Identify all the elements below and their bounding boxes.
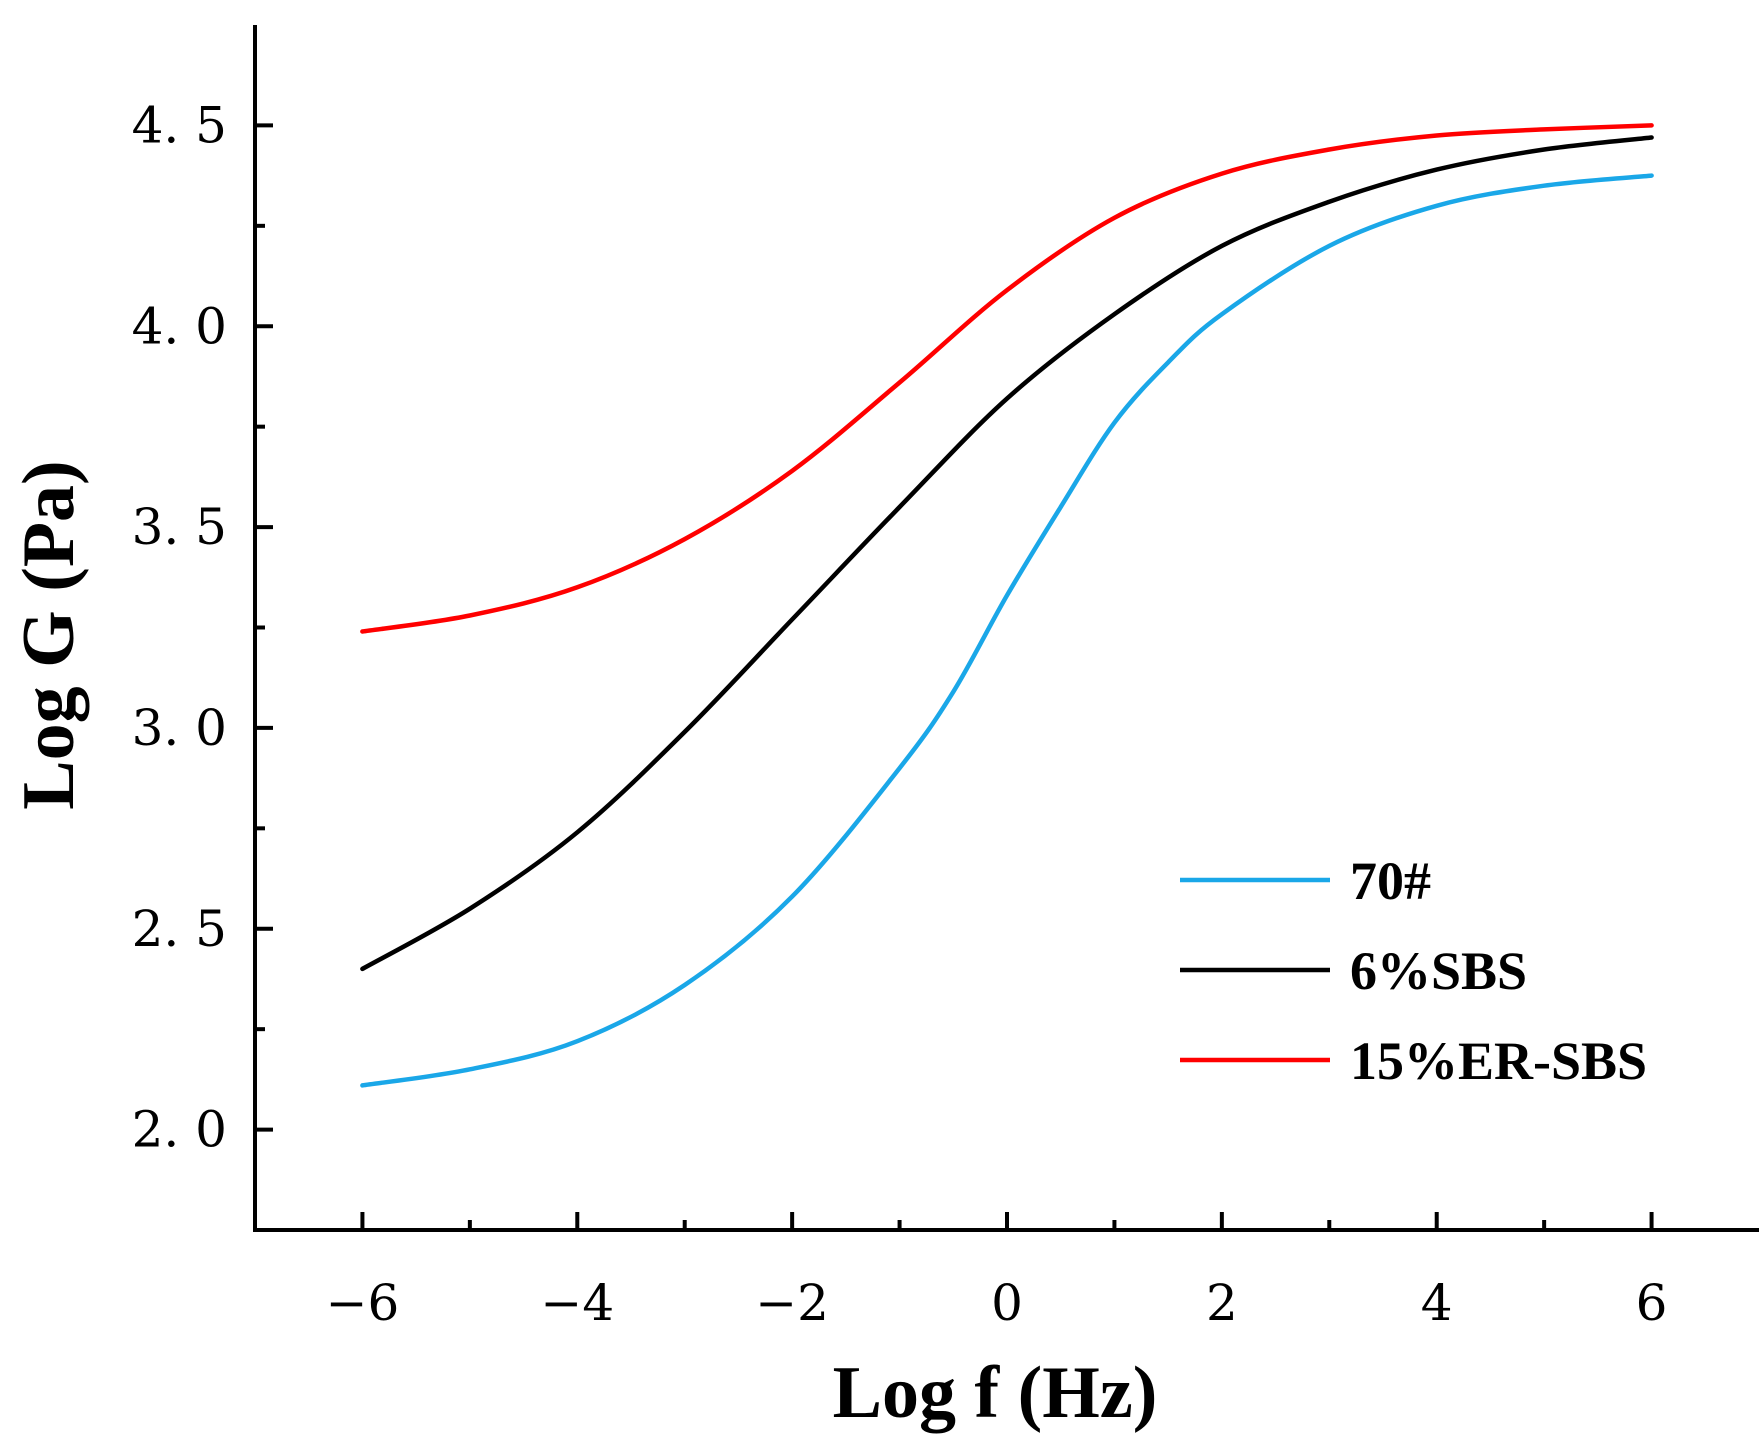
legend-label: 6%SBS (1350, 941, 1527, 1001)
x-tick-label: 0 (991, 1274, 1023, 1332)
series-line-1 (360, 173, 1654, 1088)
series-layer (360, 123, 1654, 1088)
x-tick-label: −6 (326, 1274, 400, 1332)
x-axis: −6 −4 −2 0 2 4 6 (326, 1212, 1668, 1332)
legend-label: 70# (1350, 851, 1431, 911)
series-line-2 (360, 135, 1654, 972)
x-axis-title: Log f (Hz) (833, 1352, 1158, 1434)
y-tick-label: 2. 0 (132, 1101, 227, 1159)
series-line-3 (360, 123, 1654, 634)
legend-label: 15%ER-SBS (1350, 1031, 1647, 1091)
y-tick-label: 3. 5 (132, 498, 227, 556)
y-tick-label: 4. 5 (132, 96, 227, 154)
x-tick-label: 2 (1206, 1274, 1238, 1332)
x-tick-label: 4 (1421, 1274, 1453, 1332)
y-tick-label: 2. 5 (132, 900, 227, 958)
x-tick-label: −4 (540, 1274, 614, 1332)
y-axis-title: Log G (Pa) (8, 460, 90, 809)
legend: 70# 6%SBS 15%ER-SBS (1180, 851, 1647, 1091)
x-tick-label: −2 (755, 1274, 829, 1332)
y-tick-label: 4. 0 (132, 297, 227, 355)
x-tick-label: 6 (1636, 1274, 1668, 1332)
y-tick-label: 3. 0 (132, 699, 227, 757)
y-axis: 2. 0 2. 5 3. 0 3. 5 4. 0 4. 5 (132, 96, 273, 1159)
